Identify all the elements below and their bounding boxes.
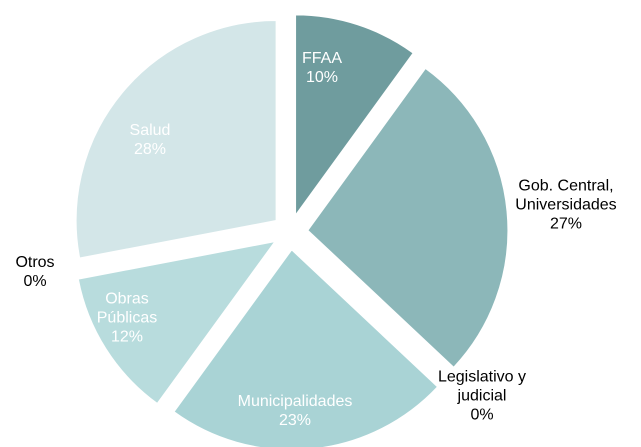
pie-slice xyxy=(173,249,439,447)
category-name: Municipalidades xyxy=(237,393,353,410)
category-name: Gob. Central, Universidades xyxy=(515,177,617,214)
slice-label: Gob. Central, Universidades 27% xyxy=(491,177,641,234)
category-name: Legislativo y judicial xyxy=(437,368,527,405)
percent-label: 23% xyxy=(278,412,312,429)
pie-slice xyxy=(75,20,277,259)
percent-label: 27% xyxy=(549,215,583,233)
pie-slice xyxy=(302,243,450,382)
pie-slice xyxy=(77,240,276,405)
percent-label: 12% xyxy=(110,328,144,346)
percent-label: 28% xyxy=(133,141,167,158)
percent-label: 0% xyxy=(23,273,47,290)
slice-label: Municipalidades 23% xyxy=(215,392,375,430)
slice-label: Legislativo y judicial 0% xyxy=(417,368,547,425)
category-name: Salud xyxy=(129,122,171,139)
category-name: FFAA xyxy=(301,50,342,67)
pie-slice xyxy=(295,14,414,217)
category-name: Obras Públicas xyxy=(96,290,158,327)
slice-label: Salud 28% xyxy=(110,121,190,159)
percent-label: 10% xyxy=(305,69,339,86)
slice-label: FFAA 10% xyxy=(282,49,362,87)
slice-label: Obras Públicas 12% xyxy=(87,290,167,347)
percent-label: 0% xyxy=(470,406,494,424)
pie-slice xyxy=(75,234,273,274)
pie-slice xyxy=(307,67,509,368)
category-name: Otros xyxy=(15,254,55,271)
slice-label: Otros 0% xyxy=(5,253,65,291)
